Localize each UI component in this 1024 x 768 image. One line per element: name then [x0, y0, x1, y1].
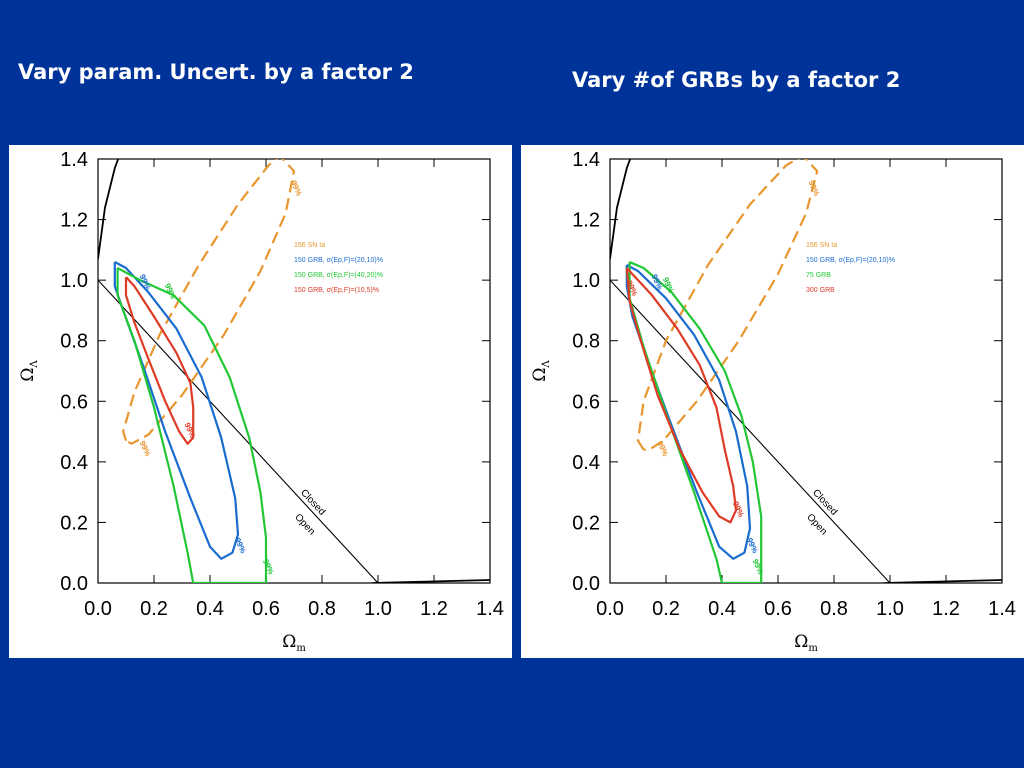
- x-tick-label: 0.2: [140, 598, 168, 620]
- reference-line: [610, 279, 891, 583]
- x-tick-label: 1.0: [364, 598, 392, 620]
- open-label: Open: [292, 512, 317, 537]
- y-tick-label: 1.0: [572, 270, 600, 292]
- y-tick-label: 0.2: [60, 512, 88, 534]
- reference-line: [372, 579, 490, 583]
- x-tick-label: 0.0: [596, 598, 624, 620]
- x-axis-label: Ωm: [794, 632, 818, 654]
- x-tick-label: 1.2: [420, 598, 448, 620]
- contour-1: [122, 159, 296, 445]
- y-tick-label: 1.2: [60, 210, 88, 232]
- plot-area: [98, 159, 490, 583]
- chart-panel-right: 0.0 0.2 0.4 0.6 0.8 1.0 1.2 1.4 0.0 0.2 0.4 0.6 0.8 1…: [521, 145, 1024, 658]
- reference-line: [98, 159, 120, 260]
- reference-line: [98, 279, 379, 583]
- x-tick-label: 1.0: [876, 598, 904, 620]
- y-axis-label: ΩΛ: [18, 360, 40, 382]
- y-tick-label: 0.4: [60, 452, 88, 474]
- contour-1: [636, 159, 819, 451]
- reference-line: [610, 159, 632, 260]
- legend-entry: 156 SN Ia: [806, 242, 837, 249]
- y-tick-label: 0.4: [572, 452, 600, 474]
- contour-percent-label: 99%: [655, 440, 670, 458]
- legend-entry: 150 GRB, σ(Ep,F)=(40,20)%: [294, 272, 383, 279]
- contour-4: [625, 267, 738, 524]
- x-tick-label: 0.6: [764, 598, 792, 620]
- contour-3: [628, 260, 763, 583]
- contour-chart-right: 0.0 0.2 0.4 0.6 0.8 1.0 1.2 1.4 0.0 0.2 0.4 0.6 0.8 1…: [530, 149, 1016, 654]
- contour-percent-label: 99%: [182, 421, 197, 439]
- reference-line: [884, 579, 1002, 583]
- plot-area: [610, 159, 1002, 583]
- chart-panel-left: 0.0 0.2 0.4 0.6 0.8 1.0 1.2 1.4 0.0 0.2 0.4 0.6 0.8 1…: [9, 145, 512, 658]
- x-tick-label: 0.4: [196, 598, 224, 620]
- contour-percent-label: 99%: [138, 440, 153, 458]
- slide-title-right: Vary #of GRBs by a factor 2: [572, 68, 901, 92]
- y-tick-label: 0.6: [60, 391, 88, 413]
- legend-entry: 156 SN Ia: [294, 242, 325, 249]
- x-tick-label: 0.2: [652, 598, 680, 620]
- y-tick-label: 1.0: [60, 270, 88, 292]
- x-tick-label: 1.4: [988, 598, 1016, 620]
- contour-percent-label: 99%: [261, 558, 276, 576]
- legend-entry: 75 GRB: [806, 272, 831, 279]
- x-tick-label: 0.8: [308, 598, 336, 620]
- contour-chart-left: 0.0 0.2 0.4 0.6 0.8 1.0 1.2 1.4 0.0 0.2 0.4 0.6 0.8 1…: [18, 149, 504, 654]
- legend-entry: 300 GRB: [806, 287, 835, 294]
- x-tick-label: 0.4: [708, 598, 736, 620]
- y-tick-label: 0.8: [60, 331, 88, 353]
- legend-entry: 150 GRB, σ(Ep,F)=(20,10)%: [806, 257, 895, 264]
- y-axis-label: ΩΛ: [530, 360, 552, 382]
- x-tick-label: 0.8: [820, 598, 848, 620]
- contour-percent-label: 99%: [750, 558, 765, 576]
- y-tick-label: 1.2: [572, 210, 600, 232]
- slide-title-left: Vary param. Uncert. by a factor 2: [18, 60, 414, 84]
- open-label: Open: [804, 512, 829, 537]
- y-tick-label: 0.8: [572, 331, 600, 353]
- contour-4: [124, 276, 195, 445]
- plot-frame: [97, 158, 491, 584]
- y-tick-label: 0.6: [572, 391, 600, 413]
- y-tick-label: 0.0: [572, 573, 600, 595]
- legend-entry: 150 GRB, σ(Ep,F)=(10,5)%: [294, 287, 379, 294]
- y-tick-label: 1.4: [572, 149, 600, 171]
- x-tick-label: 0.6: [252, 598, 280, 620]
- x-tick-label: 1.2: [932, 598, 960, 620]
- x-axis-label: Ωm: [282, 632, 306, 654]
- y-tick-label: 0.0: [60, 573, 88, 595]
- x-tick-label: 1.4: [476, 598, 504, 620]
- x-tick-label: 0.0: [84, 598, 112, 620]
- contour-percent-label: 99%: [806, 179, 821, 197]
- contour-3: [116, 267, 268, 583]
- y-tick-label: 0.2: [572, 512, 600, 534]
- y-tick-label: 1.4: [60, 149, 88, 171]
- legend-entry: 150 GRB, σ(Ep,F)=(20,10)%: [294, 257, 383, 264]
